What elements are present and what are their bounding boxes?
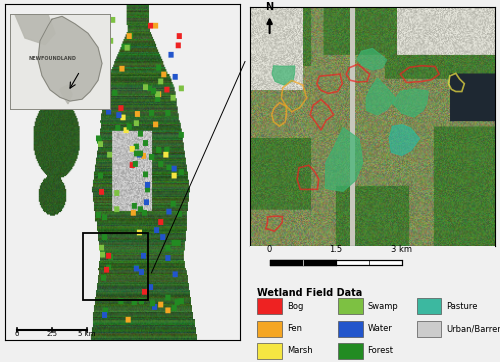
FancyBboxPatch shape (338, 298, 362, 314)
Text: Wetland Field Data: Wetland Field Data (258, 288, 362, 298)
Polygon shape (357, 49, 387, 70)
Text: Pasture: Pasture (446, 302, 478, 311)
FancyBboxPatch shape (416, 321, 441, 337)
FancyBboxPatch shape (338, 321, 362, 337)
Text: 5 km: 5 km (78, 331, 96, 337)
Text: Urban/Barren: Urban/Barren (446, 324, 500, 333)
Text: Bog: Bog (287, 302, 303, 311)
Text: 1.5: 1.5 (329, 245, 342, 254)
Text: Swamp: Swamp (368, 302, 398, 311)
Polygon shape (60, 85, 72, 104)
Text: 3 km: 3 km (392, 245, 412, 254)
Text: 2.5: 2.5 (46, 331, 58, 337)
Text: Forest: Forest (368, 346, 394, 355)
Polygon shape (392, 89, 428, 117)
Text: 0: 0 (267, 245, 272, 254)
Text: Fen: Fen (287, 324, 302, 333)
Text: Water: Water (368, 324, 392, 333)
Text: 0: 0 (14, 331, 19, 337)
Polygon shape (366, 78, 396, 115)
Text: N: N (266, 2, 274, 12)
Polygon shape (326, 127, 363, 191)
Polygon shape (15, 14, 55, 45)
FancyBboxPatch shape (258, 343, 282, 359)
Polygon shape (272, 66, 295, 85)
Text: NEWFOUNDLAND: NEWFOUNDLAND (28, 56, 76, 61)
Text: Marsh: Marsh (287, 346, 312, 355)
FancyBboxPatch shape (258, 321, 282, 337)
FancyBboxPatch shape (416, 298, 441, 314)
Polygon shape (38, 16, 102, 101)
FancyBboxPatch shape (258, 298, 282, 314)
FancyBboxPatch shape (338, 343, 362, 359)
Polygon shape (389, 125, 420, 156)
